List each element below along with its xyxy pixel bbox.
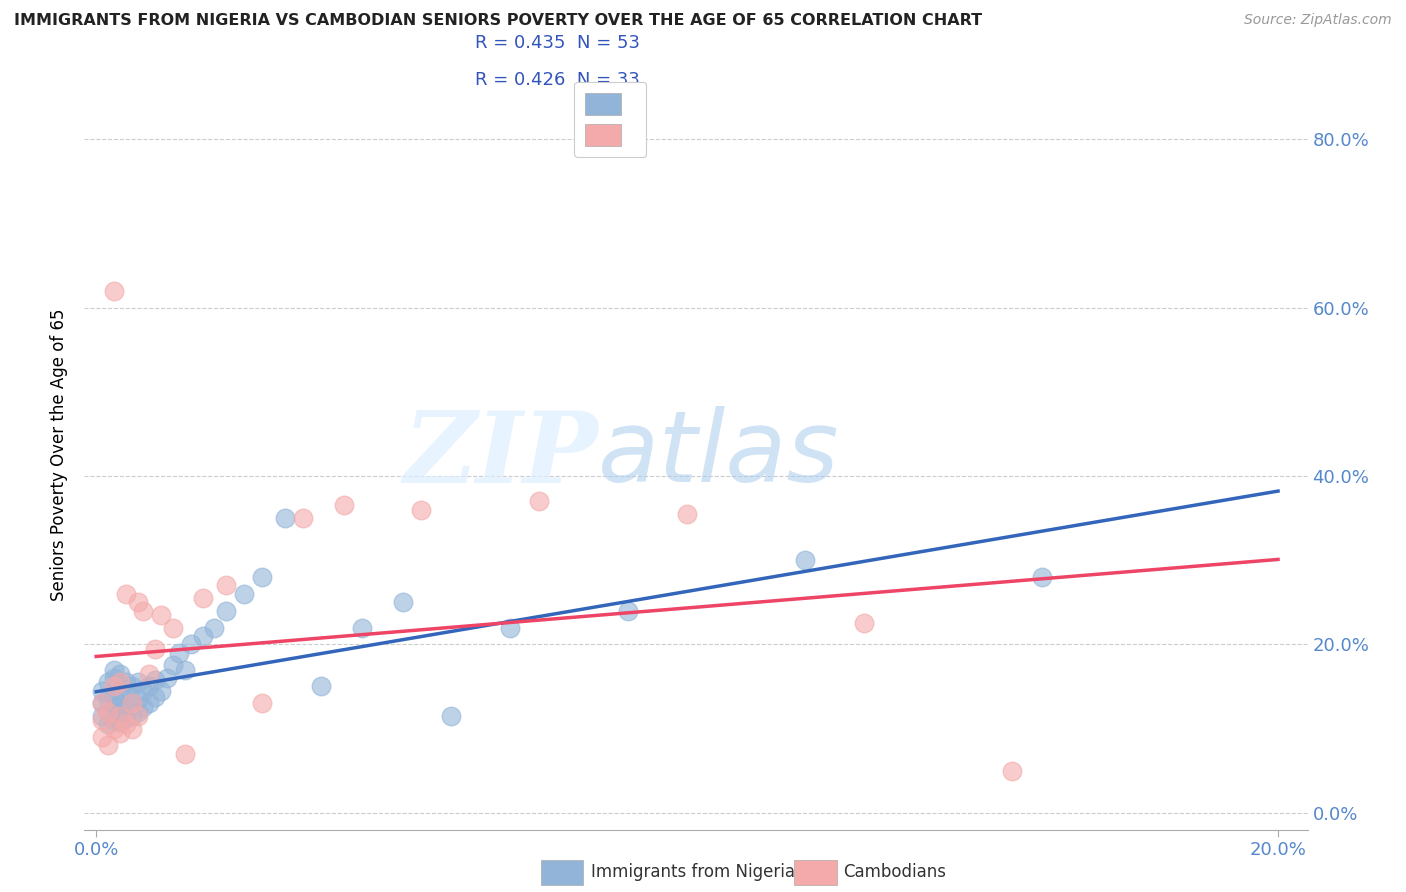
Point bbox=[173, 747, 195, 761]
Point bbox=[127, 675, 149, 690]
Point bbox=[121, 680, 143, 694]
Point bbox=[143, 673, 166, 687]
Point bbox=[97, 705, 120, 719]
Point bbox=[121, 722, 143, 736]
Point bbox=[108, 675, 131, 690]
Text: Cambodians: Cambodians bbox=[844, 863, 946, 881]
Text: Immigrants from Nigeria: Immigrants from Nigeria bbox=[591, 863, 794, 881]
Point bbox=[143, 690, 166, 704]
Text: atlas: atlas bbox=[598, 407, 839, 503]
Point bbox=[853, 616, 876, 631]
Point bbox=[114, 675, 136, 690]
Point bbox=[91, 696, 114, 710]
Point bbox=[150, 683, 173, 698]
Point bbox=[121, 709, 143, 723]
Point bbox=[180, 637, 202, 651]
Point bbox=[138, 680, 160, 694]
Point bbox=[103, 700, 125, 714]
Point bbox=[150, 607, 173, 622]
Point bbox=[97, 739, 120, 753]
Point bbox=[138, 666, 160, 681]
Point bbox=[352, 620, 374, 634]
Point bbox=[392, 595, 415, 609]
Text: Source: ZipAtlas.com: Source: ZipAtlas.com bbox=[1244, 13, 1392, 28]
Point bbox=[97, 675, 120, 690]
Point bbox=[97, 692, 120, 706]
Point bbox=[173, 663, 195, 677]
Point bbox=[162, 620, 184, 634]
Point bbox=[191, 629, 214, 643]
Point bbox=[103, 722, 125, 736]
Point bbox=[103, 671, 125, 685]
Point bbox=[132, 700, 155, 714]
Point bbox=[127, 595, 149, 609]
Point bbox=[108, 683, 131, 698]
Point bbox=[91, 713, 114, 727]
Point bbox=[167, 646, 190, 660]
Point bbox=[114, 587, 136, 601]
Point bbox=[333, 499, 356, 513]
Point bbox=[499, 620, 522, 634]
Point bbox=[132, 683, 155, 698]
Point bbox=[411, 502, 433, 516]
Point bbox=[143, 641, 166, 656]
Point bbox=[127, 692, 149, 706]
Point bbox=[91, 730, 114, 744]
Point bbox=[617, 604, 640, 618]
Point bbox=[121, 696, 143, 710]
Point bbox=[191, 591, 214, 605]
Point bbox=[676, 507, 699, 521]
Point bbox=[108, 706, 131, 721]
Point bbox=[202, 620, 225, 634]
Point bbox=[108, 709, 131, 723]
Point bbox=[114, 690, 136, 704]
Point bbox=[121, 696, 143, 710]
Point bbox=[156, 671, 179, 685]
Point bbox=[215, 578, 238, 592]
Point bbox=[97, 705, 120, 719]
Point bbox=[114, 711, 136, 725]
Text: R = 0.426  N = 33: R = 0.426 N = 33 bbox=[475, 71, 640, 89]
Point bbox=[309, 680, 332, 694]
Point bbox=[114, 700, 136, 714]
Point bbox=[440, 709, 463, 723]
Point bbox=[250, 696, 273, 710]
Point bbox=[103, 284, 125, 298]
Text: ZIP: ZIP bbox=[404, 407, 598, 503]
Point bbox=[108, 696, 131, 710]
Point bbox=[108, 666, 131, 681]
Point bbox=[250, 570, 273, 584]
Point bbox=[127, 709, 149, 723]
Point bbox=[103, 680, 125, 694]
Point bbox=[215, 604, 238, 618]
Point bbox=[274, 511, 297, 525]
Point bbox=[138, 696, 160, 710]
Point bbox=[127, 705, 149, 719]
Point bbox=[1001, 764, 1024, 778]
Y-axis label: Seniors Poverty Over the Age of 65: Seniors Poverty Over the Age of 65 bbox=[51, 309, 69, 601]
Point bbox=[132, 604, 155, 618]
Point bbox=[108, 725, 131, 739]
Point bbox=[91, 683, 114, 698]
Point bbox=[794, 553, 817, 567]
Point bbox=[162, 658, 184, 673]
Point bbox=[91, 709, 114, 723]
Legend: , : , bbox=[574, 82, 647, 157]
Point bbox=[103, 713, 125, 727]
Point bbox=[292, 511, 315, 525]
Point bbox=[232, 587, 254, 601]
Text: IMMIGRANTS FROM NIGERIA VS CAMBODIAN SENIORS POVERTY OVER THE AGE OF 65 CORRELAT: IMMIGRANTS FROM NIGERIA VS CAMBODIAN SEN… bbox=[14, 13, 983, 29]
Point bbox=[529, 494, 551, 508]
Point bbox=[108, 714, 131, 729]
Point bbox=[103, 688, 125, 702]
Point bbox=[91, 696, 114, 710]
Point bbox=[97, 717, 120, 731]
Point bbox=[114, 717, 136, 731]
Point bbox=[1031, 570, 1053, 584]
Point bbox=[103, 663, 125, 677]
Text: R = 0.435  N = 53: R = 0.435 N = 53 bbox=[475, 34, 640, 52]
